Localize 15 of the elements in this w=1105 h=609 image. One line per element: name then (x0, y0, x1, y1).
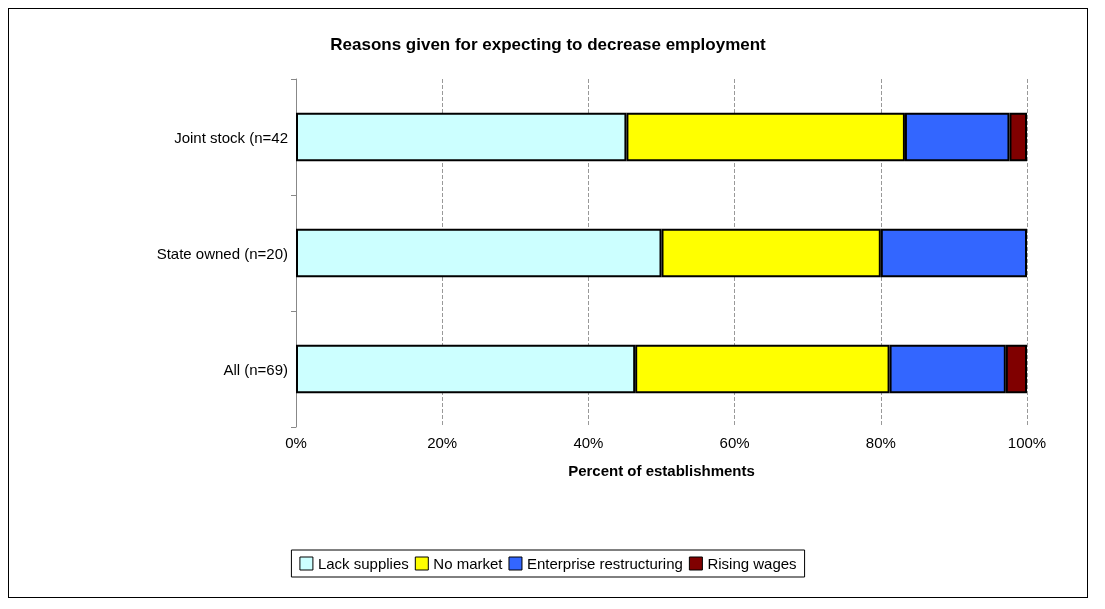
chart-title: Reasons given for expecting to decrease employment (330, 35, 767, 54)
y-tick-label: Joint stock (n=42 (174, 128, 288, 146)
legend-label: Rising wages (707, 555, 797, 572)
y-tick-label: All (n=69) (223, 360, 288, 378)
x-tick-label: 60% (719, 434, 750, 451)
legend-label: Enterprise restructuring (526, 555, 683, 572)
legend-label: No market (433, 555, 504, 572)
x-axis-title: Percent of establishments (568, 462, 755, 479)
y-tick-label: State owned (n=20) (156, 244, 288, 262)
x-tick-label: 0% (285, 434, 307, 451)
x-tick-label: 100% (1007, 434, 1047, 451)
x-tick-label: 80% (865, 434, 896, 451)
x-tick-label: 40% (573, 434, 604, 451)
legend-label: Lack supplies (317, 555, 409, 572)
x-tick-label: 20% (427, 434, 458, 451)
